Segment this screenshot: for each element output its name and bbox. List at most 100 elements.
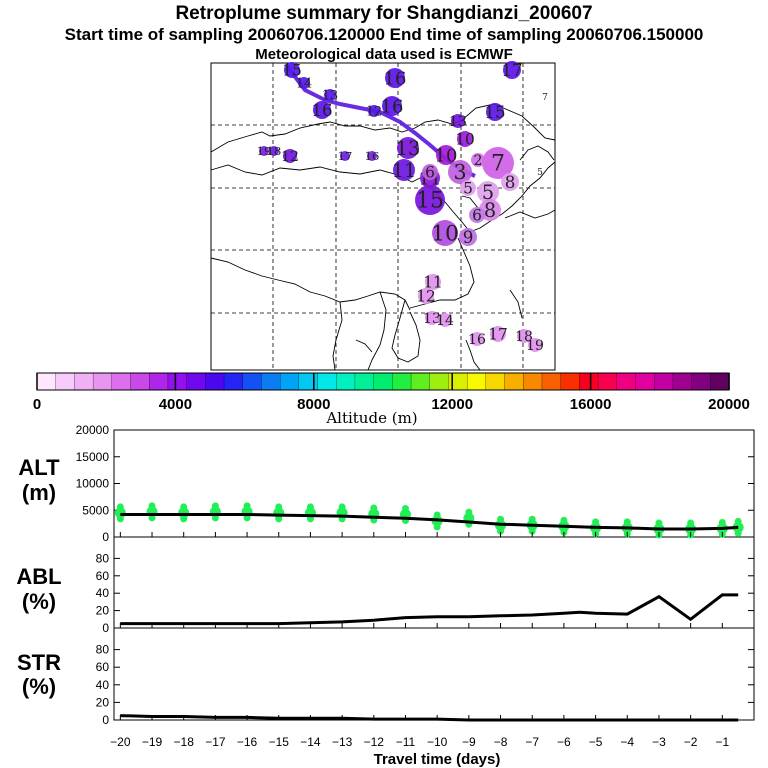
- str-label: STR: [17, 650, 61, 675]
- map-point-marker: [486, 103, 504, 121]
- str-unit: (%): [22, 674, 56, 699]
- colorbar-cell: [467, 372, 487, 391]
- map-point-label: 9: [463, 227, 474, 247]
- map-point-label: 12: [281, 149, 299, 165]
- colorbar-cell: [186, 372, 206, 391]
- colorbar-cell: [504, 372, 524, 391]
- map-point-marker: [469, 207, 485, 223]
- map-point-label: 13: [396, 137, 421, 160]
- abl-ytick-label: 40: [96, 586, 110, 600]
- map-point: 2: [471, 153, 485, 169]
- map-point-marker: [503, 61, 521, 79]
- map-point: 5: [460, 179, 476, 197]
- map-point-label: 16: [381, 96, 404, 117]
- map-point: 6: [469, 206, 485, 224]
- x-tick-label: −5: [589, 735, 603, 749]
- map-point: 10: [455, 130, 475, 148]
- colorbar-cell: [223, 372, 244, 391]
- alt-scatter-point: [306, 515, 314, 523]
- colorbar-tick-label: 12000: [431, 396, 473, 413]
- map-point-marker: [418, 288, 434, 304]
- map-point-marker: [432, 220, 458, 246]
- map-point-marker: [422, 164, 438, 180]
- map-point-label: 13: [423, 311, 441, 327]
- map-point-label: 14: [296, 76, 312, 91]
- map-point-label: 13: [322, 88, 338, 103]
- colorbar-cell: [149, 372, 169, 391]
- map-point-label: 6: [425, 163, 435, 181]
- colorbar-cell: [429, 372, 450, 391]
- map-point-marker: [283, 149, 297, 163]
- colorbar-label: Altitude (m): [325, 409, 417, 427]
- colorbar-cell: [36, 372, 57, 391]
- x-tick-label: −3: [652, 735, 666, 749]
- colorbar-cell: [354, 372, 375, 391]
- chart-title: Retroplume summary for Shangdianzi_20060…: [175, 3, 593, 24]
- colorbar: 0 4000 8000 12000 16000 20000 Altitude (m): [33, 372, 750, 427]
- map-point-marker: [451, 114, 465, 128]
- colorbar-cell: [298, 372, 319, 391]
- map-point-label: 12: [416, 287, 436, 305]
- sampling-times: Start time of sampling 20060706.120000 E…: [64, 25, 704, 44]
- map-point-label: 15: [484, 102, 505, 122]
- map-point-label: 19: [526, 338, 544, 354]
- map-point-marker: [471, 153, 485, 167]
- alt-ytick-label: 15000: [76, 450, 110, 464]
- map-point-label: 10: [435, 145, 458, 166]
- alt-scatter-point: [211, 514, 219, 522]
- map-point-label: 17: [488, 325, 508, 343]
- map-point: 13: [322, 88, 338, 103]
- map-point-marker: [269, 146, 279, 156]
- map-point-label: 18: [515, 329, 533, 345]
- map-point-marker: [482, 147, 514, 179]
- colorbar-cell: [111, 372, 132, 391]
- abl-ytick-label: 20: [96, 604, 110, 618]
- colorbar-cell: [654, 372, 674, 391]
- map-point: 11: [392, 159, 417, 182]
- map-point: 3: [448, 160, 472, 184]
- map-point-marker: [459, 228, 477, 246]
- x-axis-label: Travel time (days): [374, 751, 501, 768]
- map-point-label: 11: [392, 159, 417, 182]
- str-ytick-label: 0: [102, 713, 109, 727]
- map-point-marker: [340, 151, 350, 161]
- alt-scatter-point: [497, 527, 505, 535]
- alt-scatter-point: [243, 514, 251, 522]
- map-point-label: 16: [468, 332, 486, 348]
- map-point-label: 11: [423, 273, 443, 291]
- map-point-label: 10: [455, 130, 475, 148]
- map-point-label: 16: [365, 149, 380, 163]
- map-point: 17: [488, 325, 508, 343]
- colorbar-cell: [672, 372, 693, 391]
- x-tick-label: −7: [525, 735, 539, 749]
- map-point: 14: [436, 313, 454, 329]
- colorbar-cell: [392, 372, 412, 391]
- str-ytick-label: 20: [96, 695, 110, 709]
- map-point-label: 19: [257, 144, 272, 158]
- colorbar-cell: [541, 372, 562, 391]
- map-point-label: 2: [474, 153, 483, 169]
- x-tick-label: −8: [494, 735, 508, 749]
- x-tick-label: −1: [715, 735, 729, 749]
- map-point-label: 18: [267, 144, 282, 158]
- alt-label: ALT: [18, 455, 60, 480]
- map-point-marker: [470, 332, 484, 346]
- x-tick-label: −12: [364, 735, 385, 749]
- str-ytick-label: 40: [96, 678, 110, 692]
- colorbar-cell: [448, 372, 468, 391]
- alt-ytick-label: 20000: [76, 423, 110, 437]
- map-point-label: 8: [505, 172, 516, 192]
- met-data-note: Meteorological data used is ECMWF: [255, 46, 513, 63]
- alt-ytick-label: 10000: [76, 477, 110, 491]
- map-point: 7: [542, 93, 548, 103]
- colorbar-tick-label: 4000: [159, 396, 192, 413]
- map-point-marker: [397, 137, 419, 159]
- map-point: 12: [366, 104, 382, 119]
- abl-label: ABL: [16, 564, 61, 589]
- map-point: 10: [435, 145, 458, 166]
- map-points: 1514131216177161615101312111310111572355…: [257, 60, 548, 354]
- map-point-label: 8: [484, 199, 496, 222]
- colorbar-cell: [691, 372, 711, 391]
- map-point-marker: [501, 173, 519, 191]
- map-point-marker: [415, 185, 445, 215]
